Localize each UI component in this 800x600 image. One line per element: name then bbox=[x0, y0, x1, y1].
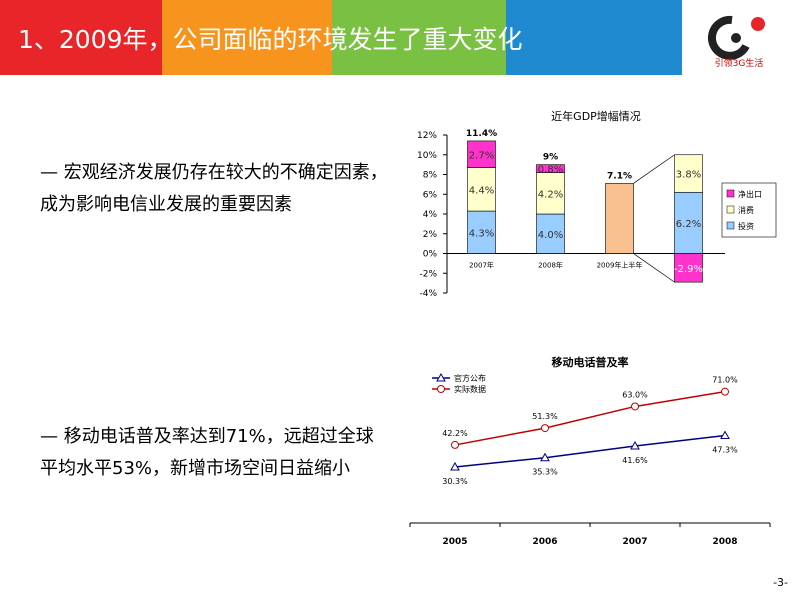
x-tick-label: 2007年 bbox=[469, 261, 494, 270]
legend-label: 投资 bbox=[738, 221, 754, 231]
legend-label: 官方公布 bbox=[454, 373, 486, 383]
header-band bbox=[506, 0, 682, 75]
marker bbox=[451, 440, 459, 449]
slide-title: 1、2009年，公司面临的环境发生了重大变化 bbox=[18, 25, 523, 54]
y-tick-label: 6% bbox=[423, 190, 438, 200]
x-tick-label: 2006 bbox=[532, 537, 557, 547]
value-label: -2.9% bbox=[674, 264, 703, 275]
legend-marker bbox=[436, 372, 446, 382]
bar-segment bbox=[467, 140, 496, 168]
y-tick-label: -4% bbox=[419, 289, 437, 299]
y-tick-label: 2% bbox=[423, 230, 438, 240]
page-number: -3- bbox=[773, 576, 788, 589]
header-band bbox=[332, 0, 506, 75]
total-label: 7.1% bbox=[607, 171, 632, 181]
bar-segment bbox=[467, 167, 496, 212]
x-tick-label: 2005 bbox=[442, 537, 467, 547]
bullet: — 移动电话普及率达到71%，远超过全球平均水平53%，新增市场空间日益缩小 bbox=[40, 426, 374, 479]
line bbox=[454, 434, 726, 468]
bar-segment bbox=[674, 191, 703, 254]
value-label: 47.3% bbox=[712, 445, 738, 454]
marker bbox=[630, 441, 640, 450]
value-label: 3.8% bbox=[676, 170, 701, 181]
bar-segment bbox=[536, 164, 565, 173]
value-label: 4.3% bbox=[469, 228, 494, 239]
legend-box bbox=[721, 182, 777, 238]
value-label: 0.8% bbox=[538, 165, 563, 176]
marker bbox=[541, 424, 549, 433]
header-band bbox=[162, 0, 332, 75]
bar-segment bbox=[536, 172, 565, 215]
legend-swatch bbox=[726, 205, 735, 214]
logo-mark bbox=[707, 15, 750, 60]
marker bbox=[720, 430, 730, 439]
total-label: 9% bbox=[543, 153, 558, 163]
value-label: 2.7% bbox=[469, 150, 494, 161]
legend-marker bbox=[437, 385, 445, 393]
y-tick-label: 10% bbox=[417, 151, 437, 161]
value-label: 71.0% bbox=[712, 376, 738, 385]
logo-text: 引领3G生活 bbox=[715, 57, 764, 69]
value-label: 63.0% bbox=[622, 390, 648, 399]
line bbox=[454, 390, 726, 446]
value-label: 6.2% bbox=[676, 219, 701, 230]
legend-label: 实际数据 bbox=[454, 384, 486, 394]
y-tick-label: 12% bbox=[417, 131, 437, 141]
total-bar bbox=[605, 183, 634, 254]
value-label: 4.2% bbox=[538, 189, 563, 200]
marker bbox=[631, 402, 639, 411]
logo-badge bbox=[751, 17, 765, 31]
value-label: 42.2% bbox=[442, 429, 468, 438]
legend-swatch bbox=[726, 221, 735, 230]
y-tick-label: 8% bbox=[423, 171, 438, 181]
marker bbox=[721, 387, 729, 396]
value-label: 51.3% bbox=[532, 412, 558, 421]
chart-title: 近年GDP增幅情况 bbox=[551, 109, 641, 123]
x-tick-label: 2009年上半年 bbox=[597, 261, 643, 270]
marker bbox=[540, 452, 550, 462]
connector bbox=[633, 154, 675, 184]
value-label: 4.0% bbox=[538, 230, 563, 241]
y-tick-label: 0% bbox=[423, 250, 438, 260]
value-label: 4.4% bbox=[469, 185, 494, 196]
logo-dot bbox=[731, 33, 741, 43]
value-label: 30.3% bbox=[442, 477, 468, 486]
bullet: — 宏观经济发展仍存在较大的不确定因素，成为影响电信业发展的重要因素 bbox=[40, 162, 388, 215]
y-tick-label: -2% bbox=[419, 269, 437, 279]
legend-label: 净出口 bbox=[738, 189, 762, 199]
bar-segment bbox=[467, 210, 496, 254]
legend-label: 消费 bbox=[738, 205, 754, 215]
legend-swatch bbox=[726, 189, 735, 198]
x-tick-label: 2007 bbox=[622, 537, 647, 547]
marker bbox=[450, 461, 460, 471]
bar-segment bbox=[674, 154, 703, 193]
x-tick-label: 2008 bbox=[712, 537, 737, 547]
value-label: 41.6% bbox=[622, 456, 648, 465]
total-label: 11.4% bbox=[466, 129, 497, 139]
connector bbox=[633, 253, 675, 283]
logo: 引领3G生活 bbox=[707, 15, 765, 69]
header-band bbox=[0, 0, 162, 75]
x-tick-label: 2008年 bbox=[538, 261, 563, 270]
y-tick-label: 4% bbox=[423, 210, 438, 220]
chart-title: 移动电话普及率 bbox=[552, 355, 629, 369]
bar-segment bbox=[674, 253, 703, 283]
value-label: 35.3% bbox=[532, 468, 558, 477]
bar-segment bbox=[536, 213, 565, 254]
